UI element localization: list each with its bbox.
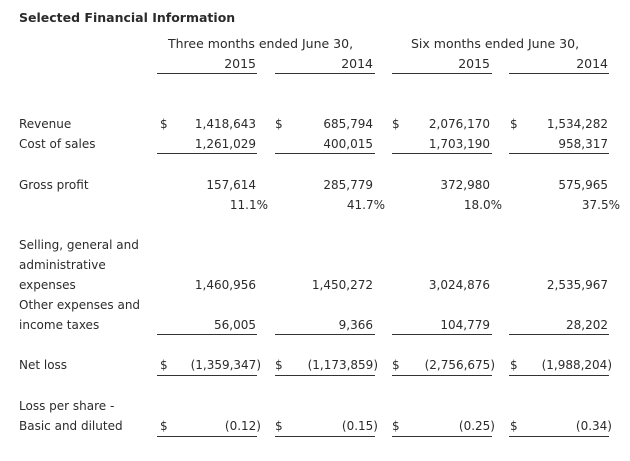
row-label-other-line2: income taxes	[19, 318, 100, 332]
dollar-sign: $	[160, 419, 168, 433]
cell-gp-s2015: 372,980	[440, 178, 490, 192]
cell-sga-q2015: 1,460,956	[194, 278, 256, 292]
dollar-sign: $	[160, 358, 168, 372]
row-label-sga-line3: expenses	[19, 278, 76, 292]
cell-gm-q2014: 41.7%	[346, 198, 385, 212]
rule-cos-c4	[509, 153, 609, 154]
cell-revenue-q2014: 685,794	[323, 117, 373, 131]
row-label-lps-line2: Basic and diluted	[19, 419, 123, 433]
row-label-lps-line1: Loss per share -	[19, 399, 115, 413]
header-year-s-2014: 2014	[576, 56, 608, 71]
dollar-sign: $	[392, 117, 400, 131]
rule-header-c2	[275, 73, 375, 74]
cell-revenue-s2015: 2,076,170	[428, 117, 490, 131]
dollar-sign: $	[275, 117, 283, 131]
rule-netloss-c2	[275, 375, 375, 376]
cell-other-q2015: 56,005	[214, 318, 256, 332]
dollar-sign: $	[392, 358, 400, 372]
rule-other-c2	[275, 334, 375, 335]
dollar-sign: $	[275, 358, 283, 372]
header-year-q-2014: 2014	[341, 56, 373, 71]
header-three-months: Three months ended June 30,	[168, 36, 354, 51]
rule-cos-c1	[157, 153, 257, 154]
cell-gp-s2014: 575,965	[558, 178, 608, 192]
header-year-q-2015: 2015	[224, 56, 256, 71]
cell-lps-s2015: (0.25)	[458, 419, 495, 433]
cell-cos-q2015: 1,261,029	[194, 137, 256, 151]
cell-revenue-s2014: 1,534,282	[546, 117, 608, 131]
rule-header-c3	[392, 73, 492, 74]
cell-other-s2015: 104,779	[440, 318, 490, 332]
rule-lps-c3	[392, 436, 492, 437]
cell-revenue-q2015: 1,418,643	[194, 117, 256, 131]
cell-lps-s2014: (0.34)	[575, 419, 612, 433]
cell-gm-q2015: 11.1%	[229, 198, 268, 212]
cell-lps-q2015: (0.12)	[224, 419, 261, 433]
dollar-sign: $	[510, 419, 518, 433]
rule-netloss-c3	[392, 375, 492, 376]
dollar-sign: $	[510, 358, 518, 372]
rule-lps-c1	[157, 436, 257, 437]
rule-lps-c2	[275, 436, 375, 437]
cell-sga-s2014: 2,535,967	[546, 278, 608, 292]
row-label-revenue: Revenue	[19, 117, 72, 131]
dollar-sign: $	[510, 117, 518, 131]
rule-other-c3	[392, 334, 492, 335]
row-label-other-line1: Other expenses and	[19, 298, 141, 312]
cell-nl-q2015: (1,359,347)	[190, 358, 261, 372]
cell-cos-s2015: 1,703,190	[428, 137, 490, 151]
cell-cos-q2014: 400,015	[323, 137, 373, 151]
cell-cos-s2014: 958,317	[558, 137, 608, 151]
cell-gm-s2015: 18.0%	[463, 198, 502, 212]
cell-sga-s2015: 3,024,876	[428, 278, 490, 292]
row-label-cost-of-sales: Cost of sales	[19, 137, 96, 151]
cell-gm-s2014: 37.5%	[581, 198, 620, 212]
cell-sga-q2014: 1,450,272	[311, 278, 373, 292]
header-year-s-2015: 2015	[458, 56, 490, 71]
cell-gp-q2015: 157,614	[206, 178, 256, 192]
rule-header-c4	[509, 73, 609, 74]
cell-nl-s2014: (1,988,204)	[541, 358, 612, 372]
cell-nl-q2014: (1,173,859)	[307, 358, 378, 372]
dollar-sign: $	[275, 419, 283, 433]
table-title: Selected Financial Information	[19, 10, 236, 25]
cell-nl-s2015: (2,756,675)	[424, 358, 495, 372]
cell-gp-q2014: 285,779	[323, 178, 373, 192]
row-label-sga-line2: administrative	[19, 258, 106, 272]
rule-netloss-c4	[509, 375, 609, 376]
rule-cos-c2	[275, 153, 375, 154]
rule-header-c1	[157, 73, 257, 74]
row-label-sga-line1: Selling, general and	[19, 238, 139, 252]
header-six-months: Six months ended June 30,	[411, 36, 580, 51]
dollar-sign: $	[160, 117, 168, 131]
cell-lps-q2014: (0.15)	[341, 419, 378, 433]
cell-other-s2014: 28,202	[566, 318, 608, 332]
row-label-net-loss: Net loss	[19, 358, 68, 372]
dollar-sign: $	[392, 419, 400, 433]
cell-other-q2014: 9,366	[338, 318, 373, 332]
rule-other-c1	[157, 334, 257, 335]
rule-cos-c3	[392, 153, 492, 154]
rule-netloss-c1	[157, 375, 257, 376]
row-label-gross-profit: Gross profit	[19, 178, 89, 192]
rule-lps-c4	[509, 436, 609, 437]
rule-other-c4	[509, 334, 609, 335]
